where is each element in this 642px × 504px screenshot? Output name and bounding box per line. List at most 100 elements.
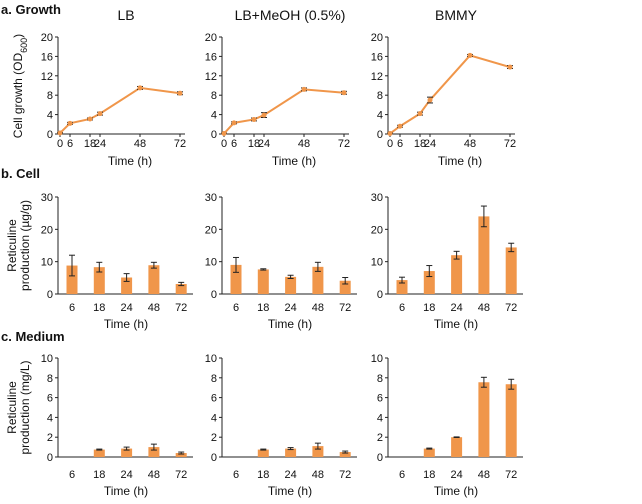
x-tick-label: 6: [69, 302, 75, 314]
x-tick-label: 6: [69, 469, 75, 481]
x-axis-label: Time (h): [268, 484, 312, 498]
y-axis-label: Reticuline: [5, 219, 19, 272]
x-tick-label: 48: [148, 302, 160, 314]
bar: [257, 269, 269, 294]
y-tick-label: 2: [211, 432, 217, 444]
y-tick-label: 4: [211, 110, 217, 122]
data-point: [67, 120, 73, 126]
y-tick-label: 20: [205, 32, 217, 44]
y-tick-label: 20: [205, 224, 217, 236]
y-tick-label: 4: [377, 412, 383, 424]
bar: [451, 255, 463, 294]
y-tick-label: 12: [371, 71, 383, 83]
x-tick-label: 18: [93, 469, 105, 481]
y-label-end: ): [11, 34, 25, 38]
x-tick-label: 18: [414, 138, 426, 150]
y-tick-label: 20: [371, 32, 383, 44]
x-tick-label: 72: [505, 469, 517, 481]
data-point: [417, 111, 423, 117]
y-tick-label: 6: [377, 393, 383, 405]
x-axis-label: Time (h): [268, 317, 312, 331]
y-tick-label: 8: [377, 373, 383, 385]
chart-panel: 0 10 20 30 Time (h) 6 18 24 48 72: [41, 192, 193, 331]
y-axis-label: Cell growth (OD600): [11, 34, 29, 138]
x-tick-label: 6: [399, 469, 405, 481]
bar: [93, 267, 105, 294]
x-tick-label: 24: [450, 469, 462, 481]
y-tick-label: 10: [371, 257, 383, 269]
y-tick-label: 8: [211, 90, 217, 102]
x-axis-label: Time (h): [272, 154, 316, 168]
x-tick-label: 24: [424, 138, 436, 150]
x-tick-label: 48: [464, 138, 476, 150]
y-axis-label: Reticuline: [5, 381, 19, 434]
y-tick-label: 30: [205, 192, 217, 204]
x-tick-label: 24: [120, 302, 132, 314]
x-tick-label: 72: [338, 138, 350, 150]
bar: [423, 448, 435, 457]
y-tick-label: 16: [371, 51, 383, 63]
row-label: a. Growth: [1, 2, 61, 17]
y-tick-label: 0: [211, 452, 217, 464]
y-tick-label: 0: [47, 129, 53, 141]
bar: [148, 265, 160, 294]
y-tick-label: 0: [47, 289, 53, 301]
x-tick-label: 6: [233, 302, 239, 314]
bar: [451, 437, 463, 457]
x-tick-label: 24: [450, 302, 462, 314]
bar: [478, 216, 490, 294]
x-tick-label: 18: [248, 138, 260, 150]
y-tick-label: 4: [47, 110, 53, 122]
data-point: [231, 120, 237, 126]
data-point: [301, 86, 307, 92]
data-point: [467, 52, 473, 58]
data-point: [397, 123, 403, 129]
bar: [312, 446, 324, 457]
y-tick-label: 0: [211, 289, 217, 301]
y-label-text: Cell growth (OD: [11, 53, 25, 139]
x-tick-label: 72: [174, 138, 186, 150]
x-tick-label: 48: [478, 302, 490, 314]
bar: [66, 265, 78, 294]
y-tick-label: 12: [205, 71, 217, 83]
y-tick-label: 10: [205, 353, 217, 365]
bar: [339, 280, 351, 294]
x-tick-label: 72: [339, 302, 351, 314]
row-label: b. Cell: [1, 166, 40, 181]
y-tick-label: 4: [377, 110, 383, 122]
y-tick-label: 0: [377, 129, 383, 141]
x-axis-label: Time (h): [434, 317, 478, 331]
y-tick-label: 30: [371, 192, 383, 204]
bar: [121, 448, 133, 457]
data-point: [177, 90, 183, 96]
column-title: LB: [117, 7, 134, 23]
y-tick-label: 10: [41, 353, 53, 365]
y-tick-label: 20: [41, 224, 53, 236]
data-point: [97, 111, 103, 117]
x-tick-label: 48: [298, 138, 310, 150]
bar: [505, 384, 517, 457]
x-axis-label: Time (h): [108, 154, 152, 168]
x-tick-label: 18: [423, 469, 435, 481]
y-tick-label: 2: [47, 432, 53, 444]
x-tick-label: 72: [175, 302, 187, 314]
y-axis-label: production (mg/L): [18, 360, 32, 454]
x-tick-label: 18: [257, 469, 269, 481]
data-point: [221, 131, 227, 137]
y-tick-label: 0: [211, 129, 217, 141]
x-tick-label: 72: [504, 138, 516, 150]
y-tick-label: 30: [41, 192, 53, 204]
bar: [175, 453, 187, 457]
x-tick-label: 18: [423, 302, 435, 314]
bar: [230, 264, 242, 294]
x-tick-label: 72: [339, 469, 351, 481]
x-tick-label: 24: [284, 469, 296, 481]
y-tick-label: 4: [47, 412, 53, 424]
y-tick-label: 10: [41, 257, 53, 269]
y-tick-label: 0: [377, 452, 383, 464]
